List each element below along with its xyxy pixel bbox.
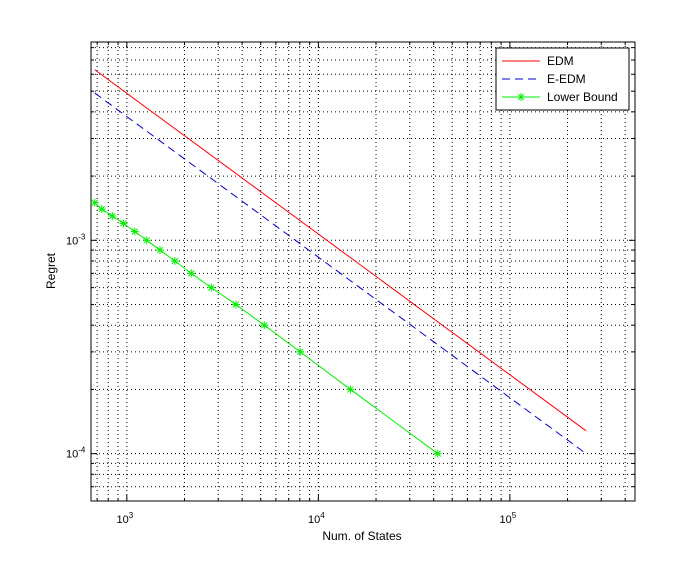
y-tick-label-exponent: -4 — [78, 446, 86, 455]
legend-label: Lower Bound — [547, 90, 618, 104]
plot-frame — [90, 41, 636, 502]
y-tick-label: 10-3 — [66, 232, 86, 247]
data-point-marker — [207, 283, 216, 292]
x-tick-label: 104 — [308, 511, 325, 526]
series-line-e-edm — [94, 92, 587, 455]
data-point-marker — [433, 449, 442, 458]
x-tick-label-base: 10 — [500, 514, 512, 526]
grid-lines — [91, 42, 635, 502]
data-point-marker — [170, 256, 179, 265]
x-tick-label-base: 10 — [308, 514, 320, 526]
series-line-edm — [94, 69, 587, 432]
data-point-marker — [142, 236, 151, 245]
data-series — [90, 69, 587, 458]
y-axis-label: Regret — [44, 252, 58, 289]
data-point-marker — [517, 93, 525, 101]
data-point-marker — [130, 227, 139, 236]
data-point-marker — [156, 246, 165, 255]
x-tick-label-exponent: 5 — [512, 511, 517, 520]
y-tick-label: 10-4 — [66, 446, 86, 461]
data-point-marker — [231, 300, 240, 309]
y-tick-label-base: 10 — [66, 449, 78, 461]
data-point-marker — [108, 211, 117, 220]
plot-area — [91, 42, 635, 501]
data-point-marker — [260, 321, 269, 330]
x-tick-label-exponent: 4 — [320, 511, 325, 520]
x-tick-label: 105 — [500, 511, 517, 526]
data-point-marker — [97, 205, 106, 214]
legend-label: E-EDM — [547, 72, 586, 86]
data-point-marker — [187, 269, 196, 278]
x-tick-label-exponent: 3 — [129, 511, 134, 520]
data-point-marker — [346, 385, 355, 394]
legend-label: EDM — [547, 54, 574, 68]
y-tick-label-base: 10 — [66, 235, 78, 247]
x-tick-label-base: 10 — [116, 514, 128, 526]
y-tick-label-exponent: -3 — [78, 232, 86, 241]
data-point-marker — [90, 198, 99, 207]
legend: EDM E-EDM Lower Bound — [495, 47, 630, 111]
x-tick-label: 103 — [116, 511, 133, 526]
data-point-marker — [296, 347, 305, 356]
data-point-marker — [119, 219, 128, 228]
x-axis-label: Num. of States — [322, 529, 401, 543]
